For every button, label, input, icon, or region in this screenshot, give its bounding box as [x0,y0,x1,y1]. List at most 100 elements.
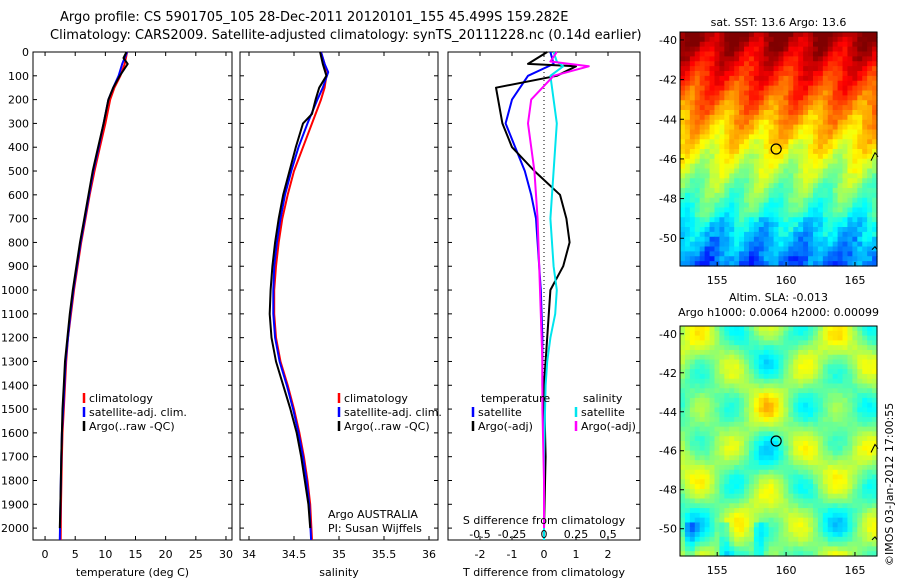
x-tick-label: -2 [475,548,486,561]
map-y-tick-label: -50 [659,232,677,245]
legend-entry-label: satellite [478,406,522,419]
map-y-tick-label: -48 [659,193,677,206]
map-y-tick-label: -46 [659,445,677,458]
y-tick-label: 1700 [1,451,29,464]
y-tick-label: 2000 [1,522,29,535]
y-tick-label: 0 [22,46,29,59]
x-tick-label: 1 [573,548,580,561]
x-tick-label: 10 [98,548,112,561]
legend-header-temperature: temperature [481,392,550,405]
x-axis-label: temperature (deg C) [76,566,189,579]
legend-entry-label: Argo(-adj) [581,420,636,433]
y-tick-label: 1200 [1,332,29,345]
y-tick-label: 700 [8,213,29,226]
y-tick-label: 1100 [1,308,29,321]
x-tick-label: 36 [422,548,436,561]
coastline-fragment [870,443,879,453]
map-y-tick-label: -40 [659,34,677,47]
y-tick-label: 900 [8,260,29,273]
x-tick-label: 35.5 [372,548,397,561]
y-tick-label: 800 [8,236,29,249]
y-tick-label: 400 [8,141,29,154]
coastline-fragment [871,536,878,541]
x-tick-label: 0 [42,548,49,561]
difference-series-3 [543,51,565,540]
legend-entry-label: Argo(..raw -QC) [89,420,175,433]
y-tick-label: 200 [8,94,29,107]
legend-entry-label: climatology [89,392,153,405]
map-x-tick-label: 160 [776,274,797,287]
map-2-frame [679,325,878,557]
map-y-tick-label: -46 [659,153,677,166]
map-x-tick-label: 155 [707,274,728,287]
y-tick-label: 1400 [1,379,29,392]
argo-position-marker [770,143,782,155]
map-x-tick-label: 165 [844,564,865,577]
legend-entry-label: satellite [581,406,625,419]
x-tick-label: 2 [605,548,612,561]
x-tick-label: 15 [129,548,143,561]
legend-entry-label: satellite-adj. clim. [344,406,442,419]
figure-title-line-1: Argo profile: CS 5901705_105 28-Dec-2011… [60,10,569,25]
salinity-series-3 [268,51,328,529]
top-x-tick-label: 0 [541,528,548,541]
top-x-tick-label: 0.25 [564,528,589,541]
legend-entry-label: climatology [344,392,408,405]
coastline-fragment [871,245,878,250]
map-title: sat. SST: 13.6 Argo: 13.6 [711,16,847,29]
coastline-fragment [870,151,879,161]
y-tick-label: 600 [8,189,29,202]
top-x-tick-label: -0.25 [498,528,526,541]
top-x-tick-label: 0.5 [599,528,617,541]
x-tick-label: 0 [541,548,548,561]
map-subtitle: Argo h1000: 0.0064 h2000: 0.00099 [678,306,879,319]
timestamp-watermark: ©IMOS 03-Jan-2012 17:00:55 [883,403,896,566]
profile-panel-1-frame [32,51,233,541]
map-y-tick-label: -40 [659,328,677,341]
y-tick-label: 1900 [1,498,29,511]
temperature-series-3 [58,51,129,529]
y-tick-label: 1500 [1,403,29,416]
x-axis-label: salinity [319,566,359,579]
x-tick-label: 20 [159,548,173,561]
x-tick-label: 34 [242,548,256,561]
legend-entry-label: Argo(-adj) [478,420,533,433]
map-y-tick-label: -42 [659,74,677,87]
x-tick-label: 30 [219,548,233,561]
argo-position-marker [770,435,782,447]
map-1-frame [679,31,878,267]
map-x-tick-label: 165 [844,274,865,287]
y-tick-label: 1000 [1,284,29,297]
y-tick-label: 1600 [1,427,29,440]
map-x-tick-label: 160 [776,564,797,577]
chart-annotation: Argo AUSTRALIA [328,508,418,521]
chart-annotation: PI: Susan Wijffels [328,522,422,535]
x-tick-label: 5 [72,548,79,561]
y-tick-label: 500 [8,165,29,178]
map-y-tick-label: -44 [659,113,677,126]
x-tick-label: 35 [332,548,346,561]
map-y-tick-label: -44 [659,406,677,419]
map-y-tick-label: -48 [659,484,677,497]
map-y-tick-label: -42 [659,367,677,380]
y-tick-label: 300 [8,117,29,130]
legend-header-salinity: salinity [583,392,623,405]
legend-entry-label: Argo(..raw -QC) [344,420,430,433]
salinity-series-2 [272,51,330,541]
y-tick-label: 100 [8,70,29,83]
map-1-raster [680,32,878,267]
map-y-tick-label: -50 [659,523,677,536]
x-tick-label: -1 [507,548,518,561]
legend-entry-label: satellite-adj. clim. [89,406,187,419]
map-2-raster [680,326,878,557]
top-x-tick-label: -0.5 [469,528,490,541]
y-tick-label: 1300 [1,355,29,368]
difference-series-4 [527,51,590,529]
figure-title-line-2: Climatology: CARS2009. Satellite-adjuste… [50,28,642,43]
x-tick-label: 34.5 [282,548,307,561]
map-x-tick-label: 155 [707,564,728,577]
map-title: Altim. SLA: -0.013 [729,291,828,304]
y-tick-label: 1800 [1,474,29,487]
